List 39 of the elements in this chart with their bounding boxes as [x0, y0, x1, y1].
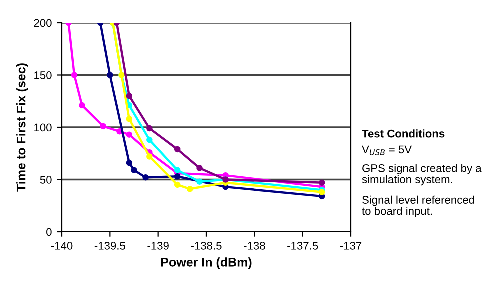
- y-tick-label: 50: [40, 176, 52, 184]
- point: [107, 72, 114, 78]
- point: [174, 146, 181, 153]
- point: [146, 125, 153, 132]
- x-tick-label: -137: [340, 242, 362, 250]
- point: [142, 174, 149, 181]
- point: [131, 167, 138, 174]
- x-tick-label: -139: [148, 242, 169, 250]
- y-tick-label: 0: [46, 228, 52, 236]
- x-tick-label: -138: [244, 242, 266, 250]
- point: [196, 165, 203, 172]
- x-tick-label: -139.5: [94, 242, 126, 250]
- y-tick-label: 200: [34, 19, 52, 28]
- point: [196, 178, 203, 185]
- point: [318, 180, 326, 186]
- y-axis-title: Time to First Fix (sec): [16, 64, 28, 192]
- text: Test Conditions: [362, 130, 445, 138]
- x-axis-title: Power In (dBm): [162, 258, 252, 270]
- point: [79, 102, 86, 109]
- x-tick-label: -137.5: [288, 242, 318, 250]
- point: [71, 72, 78, 78]
- y-tick-label: 100: [34, 124, 52, 132]
- point: [146, 154, 153, 160]
- point: [126, 160, 133, 166]
- y-tick-label: 150: [34, 72, 52, 80]
- point: [126, 132, 133, 138]
- x-tick-label: -140: [51, 242, 73, 250]
- text: GPS signal created by a simulation system.: [362, 164, 482, 186]
- point: [100, 123, 107, 130]
- point: [174, 182, 181, 188]
- point: [126, 116, 133, 122]
- text: Signal level referenced to board input.: [362, 196, 474, 218]
- point: [146, 136, 153, 144]
- point: [126, 93, 133, 100]
- point: [187, 186, 194, 192]
- x-tick-label: -138.5: [191, 242, 222, 250]
- point: [174, 167, 181, 174]
- point: [174, 173, 181, 180]
- text: V$_{USB}$ = 5V: [362, 146, 412, 156]
